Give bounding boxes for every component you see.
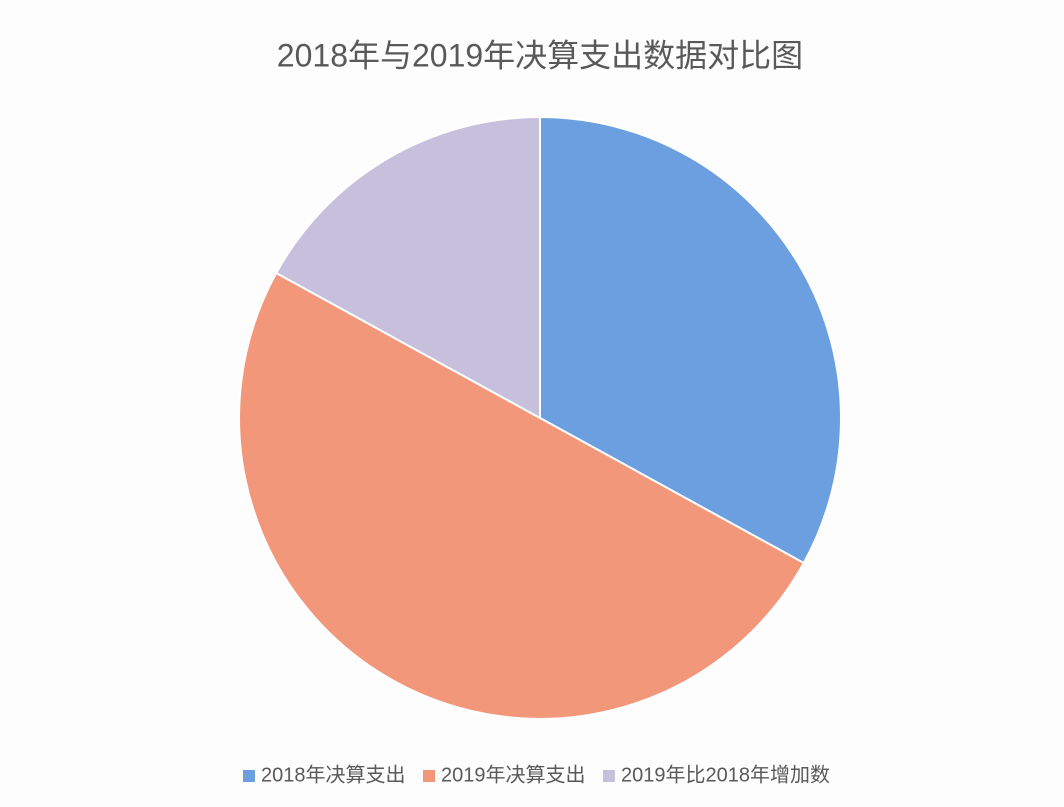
pie-slice — [539, 115, 842, 565]
legend-label: 2019年比2018年增加数 — [621, 763, 830, 786]
chart-title: 2018年与2019年决算支出数据对比图 — [277, 37, 803, 73]
legend-label: 2019年决算支出 — [441, 763, 586, 786]
pie-slice — [238, 271, 806, 720]
legend-swatch — [603, 770, 615, 782]
legend-swatch — [243, 770, 255, 782]
legend-swatch — [423, 770, 435, 782]
pie-slice — [274, 115, 541, 420]
legend-label: 2018年决算支出 — [261, 763, 406, 786]
